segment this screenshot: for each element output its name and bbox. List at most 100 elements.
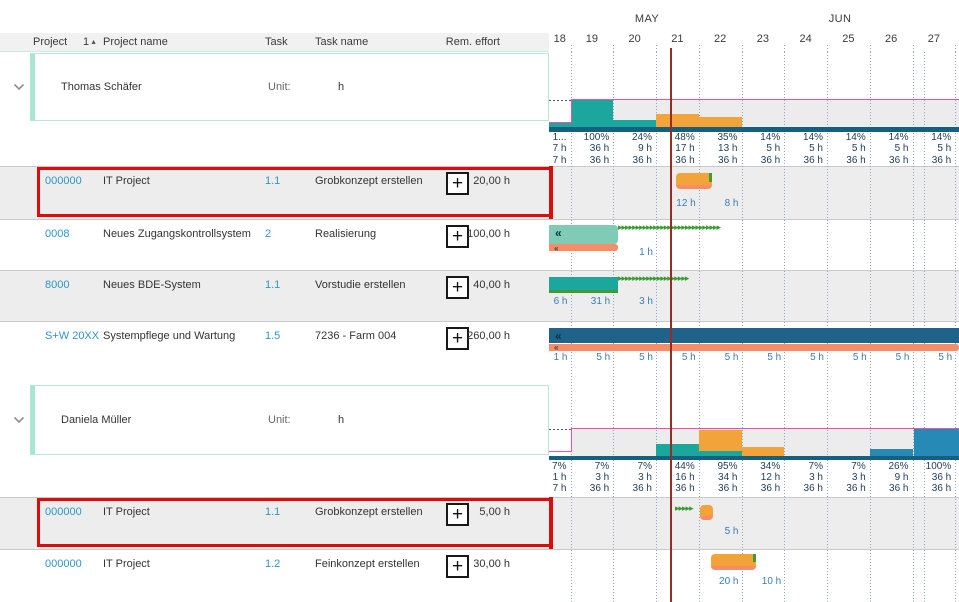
gantt-row[interactable]: 12 h 8 h [549,166,959,219]
gantt-bar[interactable] [676,173,712,189]
capacity-hours: 36 h [846,483,866,495]
gantt-bar[interactable] [549,277,618,290]
capacity-hours: 36 h [760,483,781,495]
utilization-percent: 14% [931,131,952,143]
planned-hours: 3 h [851,471,866,483]
utilization-percent: 7% [637,460,652,472]
gridline [613,52,615,602]
expand-plus-button[interactable]: + [446,554,469,578]
project-id-link[interactable]: 000000 [45,506,82,518]
gantt-bar[interactable] [711,553,756,570]
gantt-bar[interactable] [549,224,618,244]
capacity-hours: 36 h [675,483,695,495]
col-header-project-name[interactable]: Project name [103,36,168,48]
gantt-bar[interactable] [549,328,959,343]
grid-tick [698,45,700,52]
hour-label: 5 h [724,526,739,537]
table-row[interactable]: 0008 Neues Zugangskontrollsystem 2 Realisie… [0,218,550,270]
utilization-percent: 7% [552,460,567,472]
table-row[interactable]: 8000 Neues BDE-System 1.1 Vorstudie erstell… [0,270,550,321]
col-header-project[interactable]: Project [33,36,68,48]
col-header-sort[interactable]: 1▲ [83,36,98,48]
month-label: MAY [634,13,660,25]
selection-edge [549,497,553,549]
project-id-link[interactable]: S+W 20XX [45,330,100,342]
utilization-percent: 100% [925,460,952,472]
planned-hours: 5 h [851,143,866,154]
project-id-link[interactable]: 000000 [45,175,82,187]
actual-effort-bar [549,244,618,251]
grid-tick [869,45,871,52]
gantt-row[interactable]: ▸▸▸▸▸▸▸▸▸▸▸▸▸▸▸▸▸▸▸▸ 6 h 31 h 3 h [549,270,959,321]
utilization-percent: 35% [717,131,738,143]
gantt-row[interactable]: ▸▸▸▸▸ 5 h [549,497,959,549]
planned-hours: 36 h [589,143,610,154]
utilization-percent: 1... [552,131,567,143]
month-label: JUN [828,13,852,25]
hour-label: 20 h [719,575,739,587]
col-header-task-name[interactable]: Task name [315,36,369,48]
planned-hours: 34 h [718,471,738,483]
hour-label: 5 h [938,352,953,363]
utilization-percent: 34% [760,460,781,472]
resource-name: Thomas Schäfer [61,81,142,93]
project-name: Neues Zugangskontrollsystem [103,227,251,240]
grid-tick [784,45,786,52]
utilization-percent: 7% [851,460,866,472]
expand-plus-button[interactable]: + [446,503,469,526]
expand-plus-button[interactable]: + [446,327,469,350]
planned-hours: 1 h [552,471,567,483]
table-row[interactable]: 000000 IT Project 1.1 Grobkonzept erstellen… [0,166,550,219]
starts-earlier-icon: « [554,343,559,352]
gantt-row[interactable]: « « ▸▸▸▸▸▸▸▸▸▸▸▸▸▸▸▸▸▸▸▸▸▸▸▸▸▸▸▸▸ 1 h [549,218,959,270]
utilization-bar [869,448,913,456]
table-row[interactable]: 000000 IT Project 1.2 Feinkonzept erstellen… [0,548,550,602]
week-label: 19 [585,33,598,45]
week-label: 23 [756,33,769,45]
utilization-percent: 14% [888,131,909,143]
collapse-chevron-icon[interactable] [13,415,25,427]
col-header-rem-effort[interactable]: Rem. effort [445,36,500,48]
table-row[interactable]: S+W 20XX Systempflege und Wartung 1.5 7236 … [0,321,550,373]
buffer-arrows: ▸▸▸▸▸▸▸▸▸▸▸▸▸▸▸▸▸▸▸▸▸▸▸▸▸▸▸▸▸ [618,222,721,231]
resource-group-card: Daniela Müller Unit: h [30,385,549,455]
planned-hours: 9 h [894,471,909,483]
planned-hours: 9 h [638,143,652,154]
col-header-task[interactable]: Task [265,36,288,48]
gantt-row[interactable]: 20 h 10 h [549,548,959,602]
gridline [570,52,572,602]
gridline [924,52,925,602]
planned-hours: 13 h [718,143,738,154]
hour-label: 5 h [681,352,696,363]
project-id-link[interactable]: 8000 [45,279,70,291]
task-table-panel: Project 1▲ Project name Task Task name R… [0,33,553,602]
planned-hours: 5 h [937,143,952,154]
capacity-line [549,450,571,452]
week-label: 27 [927,33,940,45]
project-name: IT Project [103,557,150,570]
remaining-effort: 260,00 h [467,330,510,342]
utilization-percent: 7% [808,460,823,472]
hour-label: 1 h [553,352,568,363]
capacity-hours: 36 h [589,483,610,495]
grid-tick [570,45,572,52]
project-id-link[interactable]: 0008 [45,227,70,240]
collapse-chevron-icon[interactable] [13,82,25,94]
expand-plus-button[interactable]: + [446,224,469,248]
expand-plus-button[interactable]: + [446,276,469,299]
project-id-link[interactable]: 000000 [45,557,82,570]
grid-tick [827,45,828,52]
utilization-bar [613,120,656,127]
expand-plus-button[interactable]: + [446,172,469,195]
table-row[interactable]: 000000 IT Project 1.1 Grobkonzept erstellen… [0,497,550,549]
unit-label: Unit: [268,81,291,93]
resource-group-card: Thomas Schäfer Unit: h [30,53,549,121]
task-name: Grobkonzept erstellen [315,175,423,187]
full-capacity-dotted-line [549,99,571,101]
gantt-bar[interactable] [700,505,713,520]
capacity-hours: 36 h [803,154,823,166]
capacity-hours: 36 h [846,154,866,166]
utilization-bar [698,451,742,456]
